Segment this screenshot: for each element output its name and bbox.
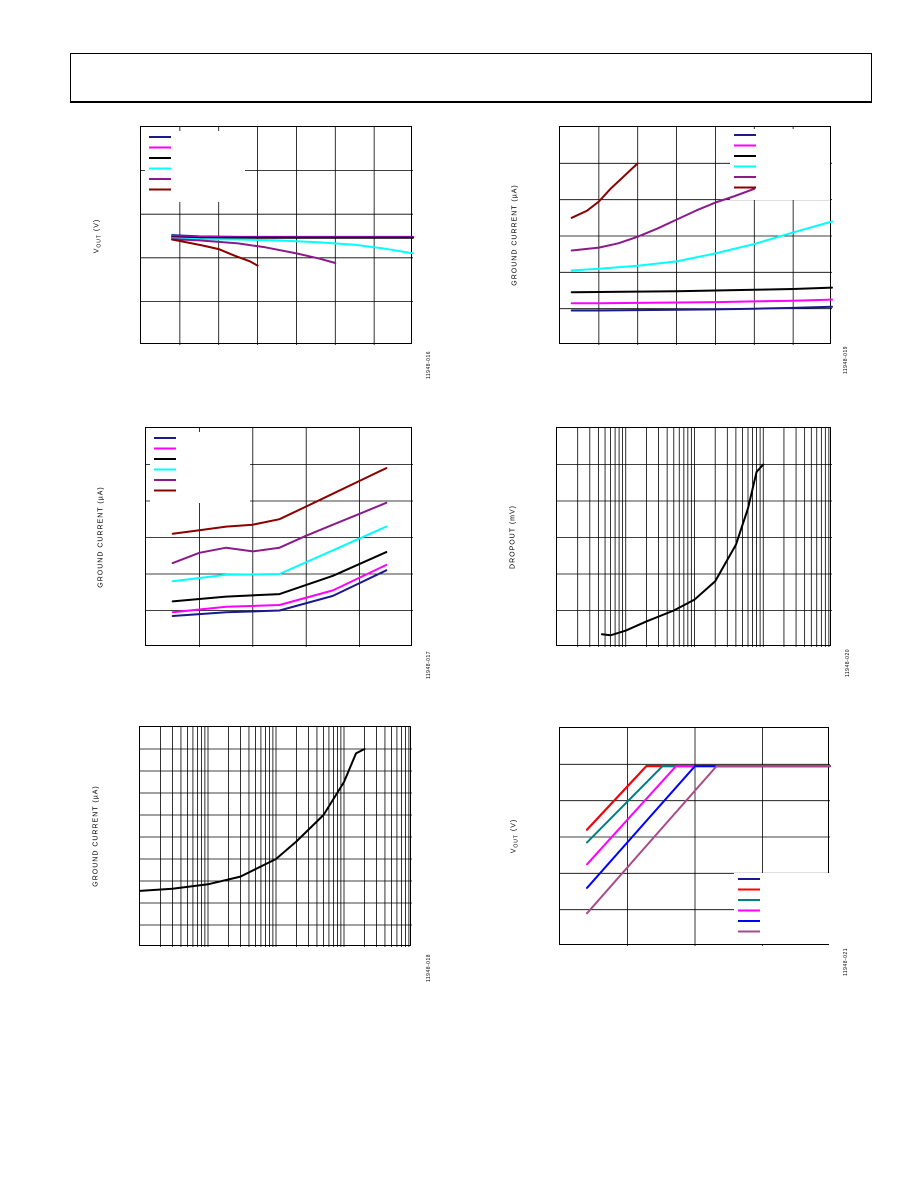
series-line-6 xyxy=(586,765,831,915)
chart-ground-current-right xyxy=(559,126,833,345)
series-line-6 xyxy=(570,162,639,219)
legend-background xyxy=(145,131,245,202)
chart-dropout-ylabel: DROPOUT (mV) xyxy=(509,505,517,569)
chart-ground-current-left xyxy=(145,427,413,647)
chart-ground-current-left-figid: 11948-017 xyxy=(426,650,432,680)
legend xyxy=(734,134,756,189)
chart-vout-right-ylabel: VOUT (V) xyxy=(510,818,520,854)
series-line-5 xyxy=(171,501,388,565)
chart-ground-current-log-ylabel: GROUND CURRENT (µA) xyxy=(92,785,100,887)
series-line-4 xyxy=(171,237,414,255)
series-line-3 xyxy=(586,765,831,844)
chart-ground-current-left-plot xyxy=(146,428,413,647)
chart-ground-current-right-plot xyxy=(560,127,833,345)
grid-lines xyxy=(140,727,412,947)
page-header xyxy=(70,53,872,103)
grid-lines xyxy=(557,428,832,647)
legend xyxy=(738,878,760,933)
chart-vout-right-figid: 11948-021 xyxy=(843,947,849,977)
series-line-2 xyxy=(570,298,833,305)
legend xyxy=(154,437,176,492)
series-line-2 xyxy=(171,563,388,614)
legend-background xyxy=(734,873,834,944)
series-line-3 xyxy=(570,286,833,294)
series-line-5 xyxy=(570,187,756,252)
chart-vout-right xyxy=(559,727,834,946)
chart-vout-left-ylabel: VOUT (V) xyxy=(93,218,103,254)
series-line-1 xyxy=(139,748,366,892)
chart-ground-current-right-figid: 11948-019 xyxy=(843,345,849,375)
series-line-3 xyxy=(171,551,388,603)
chart-dropout-figid: 11948-020 xyxy=(845,648,851,678)
chart-ground-current-right-ylabel: GROUND CURRENT (µA) xyxy=(511,184,519,286)
series-line-4 xyxy=(586,765,831,866)
series-line-1 xyxy=(600,463,765,637)
chart-vout-left-figid: 11948-016 xyxy=(426,350,432,380)
chart-vout-right-plot xyxy=(560,728,834,946)
chart-dropout xyxy=(556,427,832,647)
legend-background xyxy=(150,432,250,503)
chart-ground-current-log xyxy=(139,726,412,947)
series-line-4 xyxy=(171,525,388,583)
series-line-6 xyxy=(171,467,388,535)
legend-background xyxy=(730,129,830,200)
series-line-1 xyxy=(171,569,388,617)
series-line-6 xyxy=(171,238,259,267)
chart-ground-current-log-figid: 11948-018 xyxy=(426,953,432,983)
series-line-1 xyxy=(570,305,833,312)
chart-vout-left xyxy=(140,126,414,345)
series-line-4 xyxy=(570,220,833,272)
series-line-5 xyxy=(586,765,831,889)
chart-ground-current-log-plot xyxy=(139,727,412,947)
legend xyxy=(149,136,171,191)
chart-dropout-plot xyxy=(557,428,832,647)
series-line-5 xyxy=(171,238,337,264)
chart-vout-left-plot xyxy=(141,127,414,345)
chart-ground-current-left-ylabel: GROUND CURRENT (µA) xyxy=(97,486,105,588)
